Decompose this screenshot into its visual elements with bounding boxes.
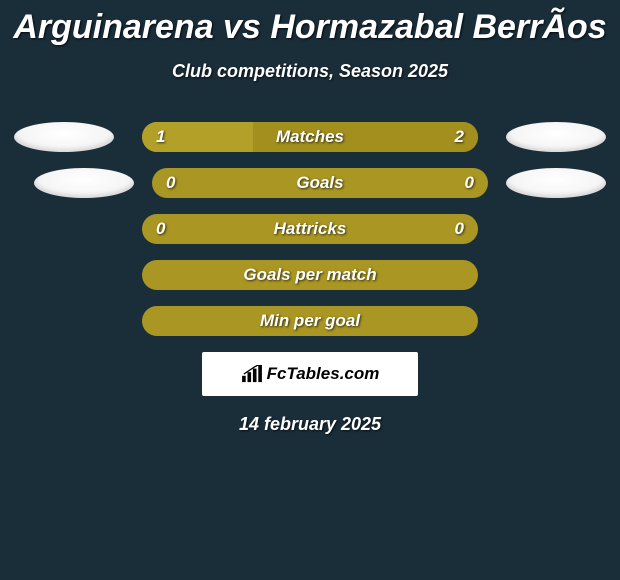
stat-label: Goals xyxy=(296,173,343,193)
stat-rows: 1 Matches 2 0 Goals 0 0 Hattricks 0 xyxy=(0,122,620,336)
stat-label: Matches xyxy=(276,127,344,147)
stat-row: 0 Hattricks 0 xyxy=(0,214,620,244)
brand-text: FcTables.com xyxy=(267,364,380,384)
stat-label: Min per goal xyxy=(260,311,360,331)
stat-bar-goals: 0 Goals 0 xyxy=(152,168,488,198)
player-right-marker xyxy=(506,122,606,152)
stat-row: 1 Matches 2 xyxy=(0,122,620,152)
stat-label: Hattricks xyxy=(274,219,347,239)
subtitle: Club competitions, Season 2025 xyxy=(0,61,620,82)
date-text: 14 february 2025 xyxy=(0,414,620,435)
stat-right-value: 0 xyxy=(455,219,464,239)
player-right-marker xyxy=(506,168,606,198)
stat-row: Goals per match xyxy=(0,260,620,290)
stat-right-value: 0 xyxy=(465,173,474,193)
stat-bar-matches: 1 Matches 2 xyxy=(142,122,478,152)
stat-label: Goals per match xyxy=(243,265,376,285)
stat-row: 0 Goals 0 xyxy=(0,168,620,198)
stat-right-value: 2 xyxy=(455,127,464,147)
stat-left-value: 0 xyxy=(166,173,175,193)
page-title: Arguinarena vs Hormazabal BerrÃ­os xyxy=(0,0,620,47)
brand-badge: FcTables.com xyxy=(202,352,418,396)
stat-bar-hattricks: 0 Hattricks 0 xyxy=(142,214,478,244)
stat-row: Min per goal xyxy=(0,306,620,336)
stat-bar-mpg: Min per goal xyxy=(142,306,478,336)
player-left-marker xyxy=(14,122,114,152)
stat-bar-gpm: Goals per match xyxy=(142,260,478,290)
stat-left-value: 0 xyxy=(156,219,165,239)
bar-chart-icon xyxy=(241,365,263,383)
player-left-marker xyxy=(34,168,134,198)
stat-left-value: 1 xyxy=(156,127,165,147)
